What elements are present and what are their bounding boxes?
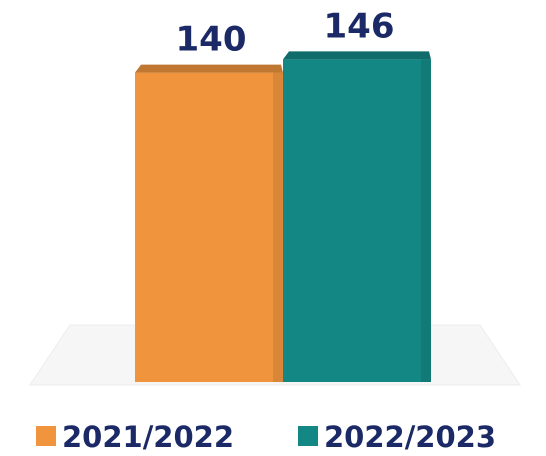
bar-shine — [421, 59, 431, 383]
bar-shine — [273, 72, 283, 382]
bar — [135, 72, 283, 382]
data-label: 140 — [176, 20, 247, 60]
bar-top — [135, 64, 283, 73]
legend-swatch — [36, 426, 56, 446]
legend-label: 2022/2023 — [324, 420, 496, 452]
bar — [283, 59, 431, 383]
bar-top — [283, 51, 431, 60]
legend-swatch — [298, 426, 318, 446]
legend-label: 2021/2022 — [62, 420, 234, 452]
data-label: 146 — [324, 6, 395, 46]
